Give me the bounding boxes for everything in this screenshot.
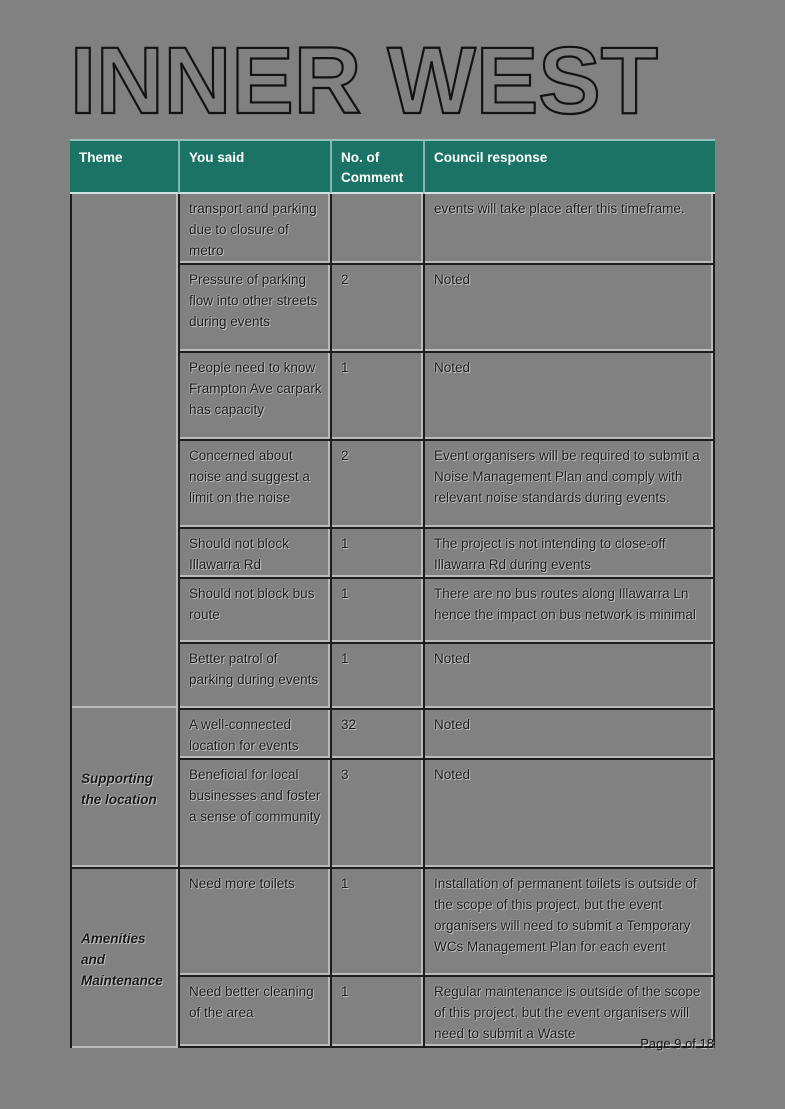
inner-west-logo: INNER WEST: [66, 40, 662, 122]
count-cell: 1: [330, 527, 423, 577]
count-cell: 1: [330, 867, 423, 975]
you-said-cell: Concerned about noise and suggest a limi…: [178, 439, 330, 527]
table-row: Supporting the location A well-connected…: [70, 708, 715, 867]
theme-cell-amenities-and-maintenance: Amenities and Maintenance: [70, 867, 178, 1048]
count-cell: 2: [330, 439, 423, 527]
page-number: Page 9 of 18: [640, 1036, 714, 1051]
table-row: Concerned about noise and suggest a limi…: [70, 439, 715, 527]
you-said-cell: Better patrol of parking during events: [178, 642, 330, 708]
inner-west-logo-graphic: INNER WEST: [69, 40, 659, 122]
table-row: Better patrol of parking during events 1…: [70, 642, 715, 708]
you-said-cell: Should not block Illawarra Rd: [178, 527, 330, 577]
feedback-table: Theme You said No. of Comment Council re…: [70, 139, 715, 1048]
count-cell: 32: [330, 708, 423, 758]
table-row: Need better cleaning of the area 1 Regul…: [70, 975, 715, 1048]
response-cell: Event organisers will be required to sub…: [423, 439, 715, 527]
table-row: Amenities and Maintenance Need more toil…: [70, 867, 715, 1048]
count-cell: 1: [330, 642, 423, 708]
table-row: transport and parking due to closure of …: [70, 194, 715, 708]
table-row: Should not block Illawarra Rd 1 The proj…: [70, 527, 715, 577]
response-cell: There are no bus routes along Illawarra …: [423, 577, 715, 642]
table-header-row: Theme You said No. of Comment Council re…: [70, 139, 715, 194]
response-cell: Noted: [423, 708, 715, 758]
count-cell: 1: [330, 351, 423, 439]
response-cell: Noted: [423, 263, 715, 351]
col-header-council-response: Council response: [423, 139, 715, 194]
response-cell: Installation of permanent toilets is out…: [423, 867, 715, 975]
response-cell: Noted: [423, 758, 715, 867]
response-cell: Noted: [423, 642, 715, 708]
col-header-you-said: You said: [178, 139, 330, 194]
you-said-cell: People need to know Frampton Ave carpark…: [178, 351, 330, 439]
table-row: Pressure of parking flow into other stre…: [70, 263, 715, 351]
you-said-cell: transport and parking due to closure of …: [178, 194, 330, 263]
theme-cell-supporting-the-location: Supporting the location: [70, 708, 178, 867]
col-header-theme: Theme: [70, 139, 178, 194]
you-said-cell: Should not block bus route: [178, 577, 330, 642]
count-cell: 1: [330, 577, 423, 642]
theme-cell-continued: [70, 194, 178, 708]
response-cell: Regular maintenance is outside of the sc…: [423, 975, 715, 1048]
col-header-no-of-comment: No. of Comment: [330, 139, 423, 194]
response-cell: Noted: [423, 351, 715, 439]
table-row: People need to know Frampton Ave carpark…: [70, 351, 715, 439]
count-cell: 1: [330, 975, 423, 1048]
you-said-cell: Need more toilets: [178, 867, 330, 975]
logo-wordmark-text: INNER WEST: [70, 40, 658, 122]
count-cell: [330, 194, 423, 263]
table-row: Beneficial for local businesses and fost…: [70, 758, 715, 867]
count-cell: 2: [330, 263, 423, 351]
you-said-cell: Need better cleaning of the area: [178, 975, 330, 1048]
you-said-cell: A well-connected location for events: [178, 708, 330, 758]
response-cell: The project is not intending to close-of…: [423, 527, 715, 577]
table-row: Should not block bus route 1 There are n…: [70, 577, 715, 642]
you-said-cell: Beneficial for local businesses and fost…: [178, 758, 330, 867]
you-said-cell: Pressure of parking flow into other stre…: [178, 263, 330, 351]
response-cell: events will take place after this timefr…: [423, 194, 715, 263]
count-cell: 3: [330, 758, 423, 867]
